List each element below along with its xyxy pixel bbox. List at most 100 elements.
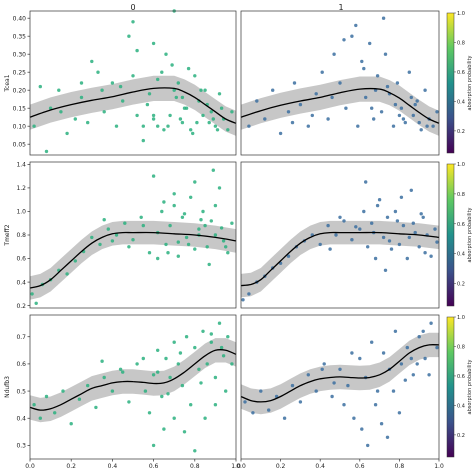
colorbar-label: absorption probability — [467, 55, 473, 110]
data-point — [391, 124, 396, 128]
data-point — [189, 128, 193, 132]
data-point — [151, 174, 156, 178]
colorbar-label: absorption probability — [467, 359, 473, 414]
data-point — [189, 403, 193, 407]
data-point — [193, 345, 197, 350]
data-point — [172, 203, 176, 208]
data-point — [298, 400, 303, 404]
data-point — [32, 124, 36, 128]
data-point — [53, 411, 57, 415]
data-point — [135, 48, 139, 53]
data-point — [156, 124, 160, 128]
confidence-band — [30, 338, 236, 423]
data-point — [409, 188, 413, 192]
data-point — [350, 34, 354, 38]
data-point — [326, 117, 330, 121]
data-point — [267, 408, 271, 412]
data-point — [403, 120, 407, 125]
data-point — [230, 362, 234, 366]
colorbar-gradient — [446, 316, 455, 458]
panel-1-1 — [240, 161, 440, 309]
data-point — [366, 245, 370, 249]
x-tick-label: 0.8 — [395, 463, 405, 470]
data-point — [110, 239, 115, 243]
data-point — [435, 345, 439, 350]
data-point — [139, 215, 143, 219]
y-tick-label: 0.35 — [13, 33, 27, 40]
data-point — [409, 356, 413, 361]
axes-frame — [240, 314, 440, 460]
data-point — [401, 117, 406, 121]
data-point — [145, 102, 150, 107]
data-point — [318, 242, 322, 247]
data-point — [411, 373, 415, 377]
y-tick-label: 1.0 — [16, 209, 26, 216]
data-point — [421, 329, 425, 333]
y-axis-label: Ndufb3 — [4, 376, 11, 398]
data-point — [79, 81, 84, 85]
data-point — [427, 373, 431, 377]
colorbar-tick-label: 0.4 — [457, 403, 465, 409]
data-point — [207, 262, 211, 267]
y-tick-label: 0.20 — [13, 87, 27, 94]
data-point — [328, 247, 332, 251]
data-point — [215, 128, 220, 132]
colorbar-tick-label: 0.2 — [457, 129, 465, 135]
data-point — [241, 298, 245, 302]
data-point — [209, 219, 213, 223]
data-point — [166, 124, 170, 128]
data-point — [178, 117, 183, 121]
data-point — [391, 389, 396, 393]
data-point — [184, 235, 189, 240]
data-point — [395, 219, 400, 223]
data-point — [199, 218, 203, 222]
panel-2-0: 0.3 0.4 0.5 0.6 0.7 Ndufb3 — [4, 314, 237, 460]
data-point — [77, 397, 82, 401]
data-point — [375, 389, 380, 393]
data-point — [350, 238, 354, 242]
data-point — [423, 356, 427, 361]
data-point — [407, 235, 411, 240]
data-point — [131, 74, 135, 78]
colorbar-0: 0.2 0.4 0.6 0.8 1.0 absorption probability — [446, 11, 473, 154]
data-point — [201, 329, 205, 333]
data-point — [168, 223, 172, 228]
data-point — [174, 95, 178, 100]
data-point — [182, 430, 187, 434]
data-point — [38, 84, 42, 89]
fit-line — [240, 88, 440, 124]
colorbar-tick-label: 0.2 — [457, 282, 465, 288]
data-point — [209, 332, 213, 336]
data-point — [423, 251, 427, 255]
data-point — [127, 400, 131, 404]
x-tick-label: 0.4 — [108, 463, 118, 470]
data-point — [151, 41, 156, 46]
fit-line — [29, 349, 237, 411]
data-point — [372, 117, 376, 121]
data-point — [205, 245, 209, 249]
data-point — [409, 95, 413, 100]
data-point — [385, 84, 390, 89]
data-point — [356, 124, 360, 128]
panel-0-0: 0.05 0.10 0.15 0.20 0.25 0.30 0.35 0.40 Tcea1 — [4, 9, 237, 156]
data-point — [342, 403, 346, 407]
y-tick-label: 0.6 — [16, 256, 26, 263]
data-point — [102, 218, 106, 222]
colorbar-tick-label: 0.2 — [457, 433, 465, 439]
data-point — [73, 117, 78, 121]
data-point — [330, 394, 334, 399]
data-point — [379, 422, 384, 426]
data-point — [346, 383, 350, 388]
confidence-band — [30, 75, 236, 136]
data-point — [395, 81, 400, 85]
data-point — [362, 66, 366, 71]
data-point — [282, 416, 287, 420]
colorbar-tick-label: 1.0 — [457, 315, 465, 321]
data-point — [170, 63, 174, 67]
data-point — [221, 239, 226, 243]
axes-frame — [240, 10, 440, 156]
y-axis-label: Tcea1 — [4, 74, 11, 92]
fit-line — [240, 231, 440, 287]
data-point — [385, 435, 390, 439]
data-point — [32, 403, 36, 407]
